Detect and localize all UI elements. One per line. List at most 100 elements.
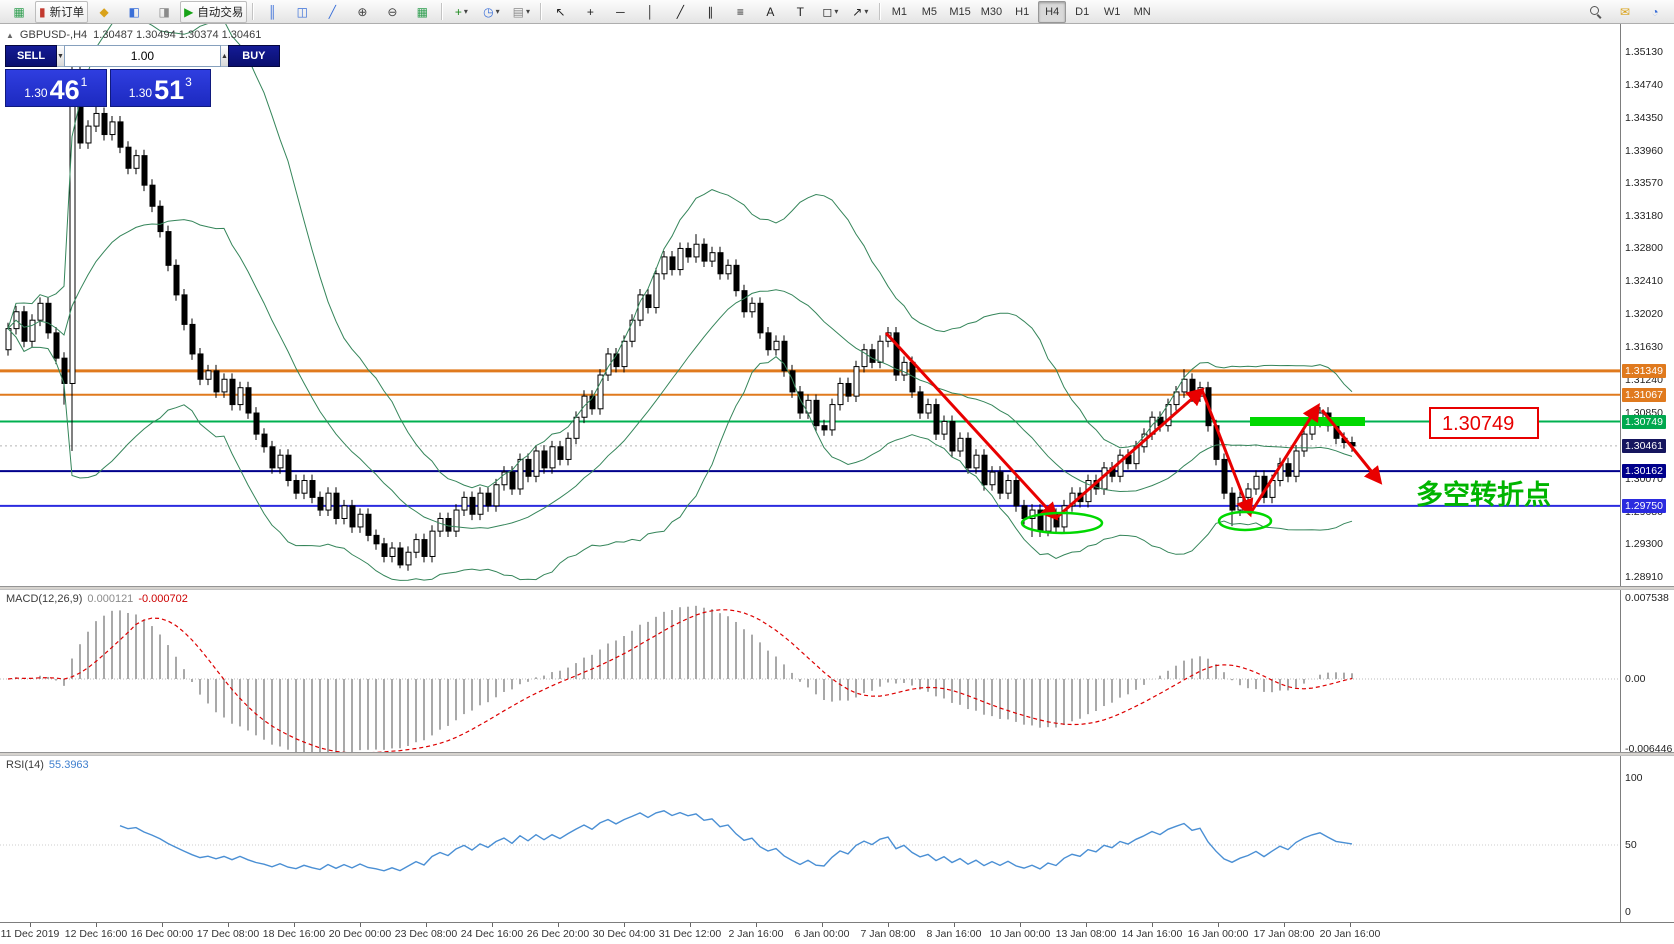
bar-chart-icon-glyph: ║ — [268, 4, 277, 19]
time-label: 11 Dec 2019 — [0, 928, 60, 940]
candlestick-chart-icon[interactable]: ◫ — [288, 1, 316, 23]
trend-arrow[interactable] — [1200, 389, 1254, 518]
buy-price-pip: 3 — [185, 75, 192, 89]
market-watch-icon[interactable]: ◧ — [120, 1, 148, 23]
buy-button[interactable]: BUY — [227, 45, 280, 67]
shapes-button-caret: ▾ — [834, 7, 839, 16]
macd-panel[interactable] — [0, 590, 1620, 752]
timeframe-m5[interactable]: M5 — [921, 5, 937, 18]
cursor-icon[interactable]: ↖ — [546, 1, 574, 23]
reversal-ellipse[interactable] — [1020, 511, 1104, 535]
time-tick — [1020, 923, 1021, 927]
timeframe-d1[interactable]: D1 — [1075, 5, 1090, 18]
rsi-indicator-label: RSI(14) 55.3963 — [6, 759, 89, 771]
price-axis[interactable]: 1.35130 1.34740 1.34350 1.33960 1.33570 1.331… — [1620, 24, 1674, 922]
period-button-caret: ▾ — [495, 7, 500, 16]
crosshair-icon[interactable]: + — [576, 1, 604, 23]
time-label: 20 Dec 00:00 — [328, 928, 392, 940]
timeframe-m15[interactable]: M15 — [949, 5, 971, 18]
sell-button[interactable]: SELL — [5, 45, 57, 67]
time-tick — [228, 923, 229, 927]
one-click-toggle-icon[interactable]: ▲ — [6, 30, 14, 40]
trend-arrow[interactable] — [1320, 409, 1383, 485]
zoom-in-icon[interactable]: ⊕ — [348, 1, 376, 23]
vertical-line-icon[interactable]: │ — [636, 1, 664, 23]
rsi-axis-label: 0 — [1625, 906, 1631, 918]
trend-arrow[interactable] — [1248, 402, 1320, 515]
time-tick — [294, 923, 295, 927]
reversal-ellipse[interactable] — [1217, 510, 1273, 532]
data-window-icon-glyph: ◨ — [158, 4, 170, 19]
auto-trading-button[interactable]: ▶ 自动交易 — [180, 0, 248, 23]
tile-windows-icon[interactable]: ▦ — [408, 1, 436, 23]
buy-price-button[interactable]: 1.30 51 3 — [109, 69, 211, 107]
vertical-line-icon-glyph: │ — [646, 4, 655, 19]
timeframe-m30[interactable]: M30 — [980, 5, 1003, 18]
timeframe-m1[interactable]: M1 — [891, 5, 907, 18]
macd-main-value: 0.000121 — [87, 593, 134, 605]
horizontal-line-icon-glyph: ─ — [616, 4, 625, 19]
time-axis[interactable]: 11 Dec 2019 12 Dec 16:00 16 Dec 00:00 17 De… — [0, 922, 1674, 944]
search-icon[interactable] — [1581, 1, 1609, 23]
toolbar-group: ║ ◫ ╱ ⊕ ⊖ ▦ — [257, 1, 437, 23]
label-icon[interactable]: T — [786, 1, 814, 23]
notifications-icon[interactable]: ◔ — [1641, 1, 1669, 23]
template-button[interactable]: ▤ ▾ — [507, 1, 535, 23]
price-tick-label: 1.29300 — [1625, 538, 1663, 550]
period-button[interactable]: ◷ ▾ — [477, 1, 505, 23]
data-window-icon[interactable]: ◨ — [150, 1, 178, 23]
panel-separator[interactable] — [0, 586, 1674, 590]
trend-arrow[interactable] — [884, 331, 1059, 521]
channel-icon[interactable]: ∥ — [696, 1, 724, 23]
time-label: 2 Jan 16:00 — [728, 928, 784, 940]
price-tick-label: 1.33960 — [1625, 145, 1663, 157]
horizontal-line-icon[interactable]: ─ — [606, 1, 634, 23]
bar-chart-icon[interactable]: ║ — [258, 1, 286, 23]
new-chart-button[interactable]: + ▾ — [447, 1, 475, 23]
time-label: 23 Dec 08:00 — [394, 928, 458, 940]
text-icon[interactable]: A — [756, 1, 784, 23]
trendline-icon[interactable]: ╱ — [666, 1, 694, 23]
app-icon[interactable]: ▦ — [5, 1, 33, 23]
timeframe-h4[interactable]: H4 — [1038, 0, 1067, 23]
volume-input[interactable] — [63, 45, 221, 67]
macd-indicator-label: MACD(12,26,9) 0.000121 -0.000702 — [6, 593, 188, 605]
shapes-button[interactable]: ◻ ▾ — [816, 1, 844, 23]
toolbar-separator — [879, 3, 881, 20]
time-label: 30 Dec 04:00 — [592, 928, 656, 940]
time-tick — [162, 923, 163, 927]
time-tick — [360, 923, 361, 927]
symbol-ohlc: 1.30487 1.30494 1.30374 1.30461 — [93, 29, 262, 41]
volume-decrease-button[interactable]: ▼ — [57, 45, 64, 67]
time-tick — [1152, 923, 1153, 927]
timeframe-h1[interactable]: H1 — [1015, 5, 1030, 18]
volume-increase-button[interactable]: ▲ — [220, 45, 228, 67]
time-label: 14 Jan 16:00 — [1121, 928, 1183, 940]
panel-separator[interactable] — [0, 752, 1674, 756]
price-level-label: 1.30162 — [1622, 464, 1666, 478]
zoom-out-icon[interactable]: ⊖ — [378, 1, 406, 23]
sell-price-big: 46 — [49, 75, 80, 105]
price-tick-label: 1.32410 — [1625, 275, 1663, 287]
rsi-line — [119, 810, 1353, 872]
toolbar-group: + ▾ ◷ ▾ ▤ ▾ — [446, 1, 536, 23]
toolbar: ▦ ▮ 新订单 ◆ ◧ ◨ ▶ 自动交易 ║ ◫ ╱ ⊕ ⊖ ▦ + ▾ ◷ ▾ ▤ ▾ ↖ + ─ │ ╱ ∥ ≡ A T ◻ ▾ ↗ ▾ M1… — [0, 0, 1674, 24]
rsi-value: 55.3963 — [48, 759, 89, 771]
new-order-button[interactable]: ▮ 新订单 — [35, 0, 89, 23]
line-chart-icon[interactable]: ╱ — [318, 1, 346, 23]
trend-arrow[interactable] — [1055, 387, 1205, 520]
macd-axis-label: 0.007538 — [1625, 592, 1669, 604]
time-label: 17 Jan 08:00 — [1253, 928, 1315, 940]
timeframe-mn[interactable]: MN — [1133, 5, 1151, 18]
main-chart[interactable]: 1.30749 多空转折点 — [0, 24, 1620, 586]
fibonacci-icon[interactable]: ≡ — [726, 1, 754, 23]
new-order-button-label: 新订单 — [49, 6, 85, 19]
sell-price-button[interactable]: 1.30 46 1 — [5, 69, 107, 107]
chat-icon[interactable]: ✉ — [1611, 1, 1639, 23]
rsi-panel[interactable] — [0, 756, 1620, 922]
arrows-button[interactable]: ↗ ▾ — [846, 1, 874, 23]
rsi-name: RSI(14) — [6, 759, 44, 771]
timeframe-w1[interactable]: W1 — [1103, 5, 1121, 18]
profiles-icon[interactable]: ◆ — [90, 1, 118, 23]
time-tick — [624, 923, 625, 927]
